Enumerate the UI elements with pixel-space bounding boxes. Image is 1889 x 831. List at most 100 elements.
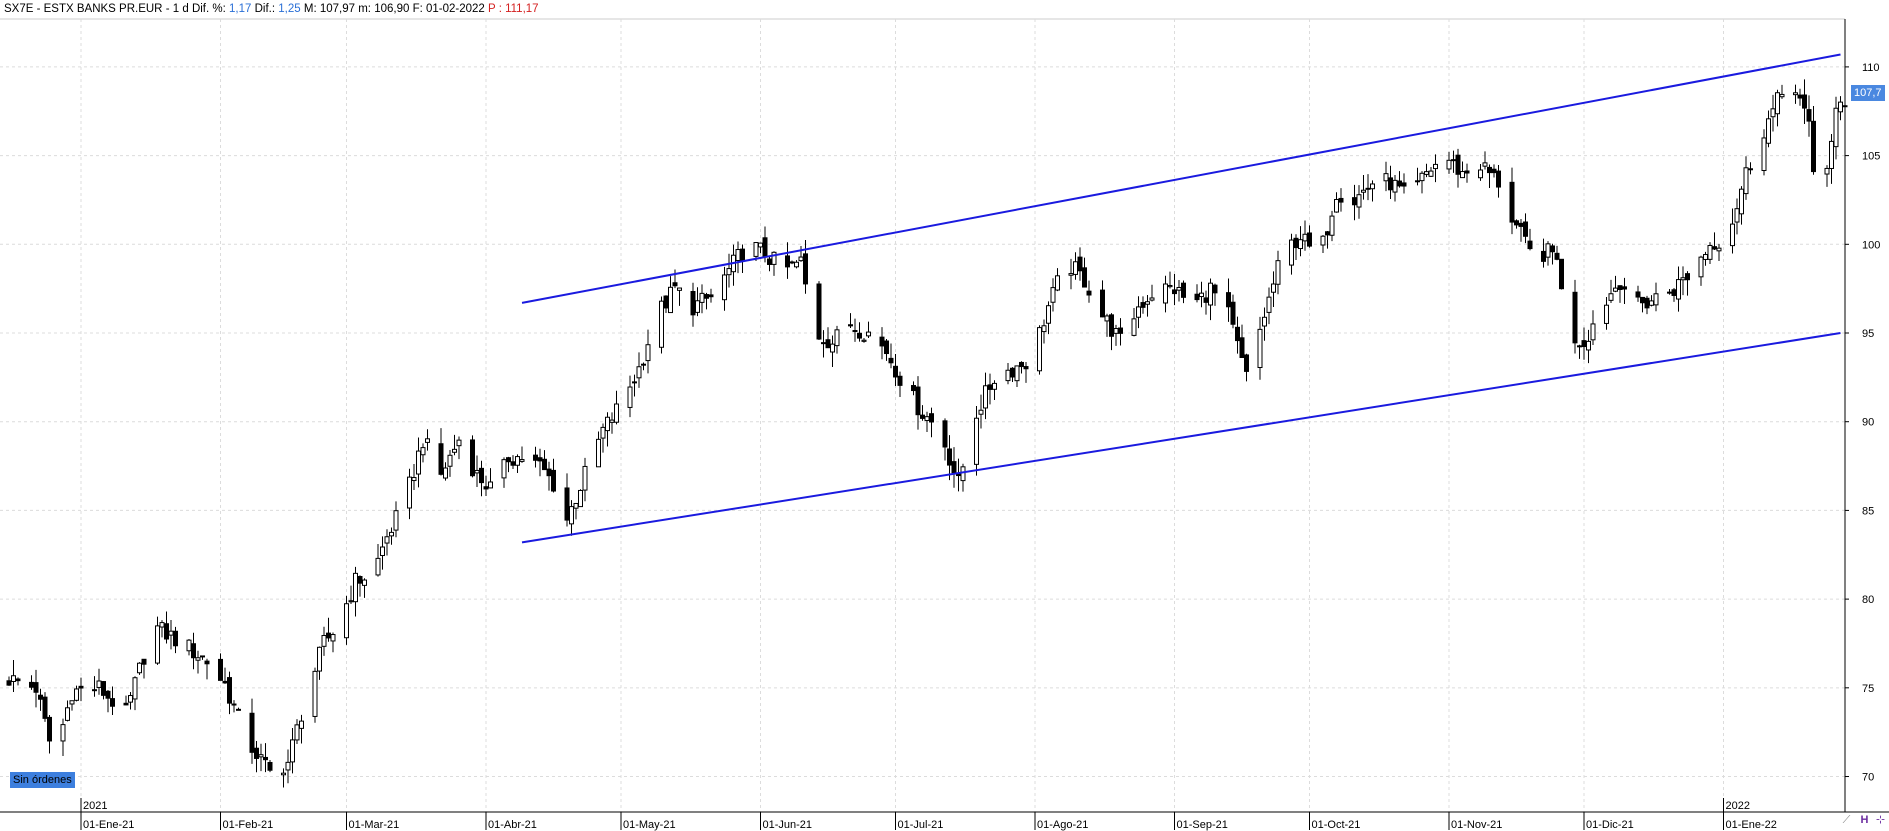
candle-down <box>357 576 363 584</box>
candle-up <box>425 438 430 443</box>
candle-up <box>789 261 795 264</box>
corner-toolbar: ⟋ H ⊹ <box>1838 811 1889 831</box>
candle-up <box>1055 275 1060 291</box>
candle-up <box>312 670 318 717</box>
candle-down <box>690 291 696 316</box>
candle-down <box>1086 290 1092 296</box>
candle-down <box>1010 367 1015 378</box>
candle-up <box>992 382 997 390</box>
candle-down <box>915 386 921 416</box>
candle-up <box>1428 170 1434 177</box>
candle-up <box>641 363 646 366</box>
x-tick-label: 01-Oct-21 <box>1312 819 1361 831</box>
chart-type-icon[interactable]: ⟋ <box>1842 814 1851 826</box>
candle-down <box>857 332 862 339</box>
candle-up <box>1590 323 1596 341</box>
candle-up <box>65 707 70 721</box>
candle-down <box>1388 177 1393 191</box>
candle-up <box>1005 369 1011 382</box>
candle-up <box>443 467 448 479</box>
candle-up <box>447 454 453 467</box>
candle-down <box>42 696 48 719</box>
candle-down <box>141 658 147 665</box>
candle-down <box>1496 170 1501 188</box>
candle-down <box>254 747 259 759</box>
candle-up <box>636 366 642 379</box>
candle-up <box>1824 167 1830 175</box>
candle-up <box>830 343 835 353</box>
candle-up <box>290 739 295 763</box>
candle-down <box>1019 361 1024 368</box>
candle-up <box>1446 159 1452 170</box>
candle-up <box>1176 286 1182 291</box>
candle-down <box>1023 366 1029 370</box>
candle-up <box>1365 187 1371 190</box>
candle-up <box>614 403 619 423</box>
candle-up <box>407 476 412 509</box>
orders-badge[interactable]: Sin órdenes <box>10 772 75 788</box>
candle-down <box>1806 109 1812 122</box>
channel-line-lower[interactable] <box>521 332 1841 544</box>
candle-down <box>848 324 853 327</box>
candle-down <box>1644 297 1650 309</box>
candle-down <box>929 413 934 423</box>
candle-down <box>101 681 106 696</box>
candle-up <box>317 646 322 672</box>
candle-down <box>1811 120 1816 173</box>
candle-up <box>1104 315 1110 322</box>
candle-up <box>1131 318 1137 336</box>
y-tick-label: 100 <box>1862 239 1880 251</box>
candle-down <box>542 458 547 471</box>
y-tick-label: 90 <box>1862 417 1874 429</box>
candle-up <box>1770 108 1776 118</box>
candle-down <box>1487 166 1492 174</box>
candle-up <box>69 700 75 705</box>
y-tick-label: 105 <box>1862 151 1880 163</box>
candle-down <box>222 680 228 684</box>
candle-up <box>1037 327 1042 372</box>
candle-up <box>258 754 264 758</box>
candle-up <box>735 249 741 262</box>
candle-down <box>267 761 273 771</box>
channel-lines[interactable] <box>521 53 1841 544</box>
candle-up <box>861 339 867 342</box>
y-axis: 70 75 80 85 90 95 100 105 110 <box>1844 19 1880 812</box>
candle-down <box>1550 245 1555 253</box>
y-tick-label: 110 <box>1862 62 1880 74</box>
candle-down <box>1671 289 1677 296</box>
candle-up <box>983 385 988 409</box>
candle-down <box>33 682 39 693</box>
candle-up <box>1793 92 1798 96</box>
candle-down <box>326 632 331 639</box>
min-value: m: 106,90 <box>358 3 410 15</box>
candle-down <box>546 468 552 477</box>
candle-up <box>1653 293 1659 306</box>
candle-down <box>708 294 714 298</box>
candle-up <box>573 502 579 509</box>
candle-down <box>533 454 538 461</box>
candle-down <box>1338 197 1344 203</box>
candle-up <box>677 287 682 291</box>
candle-down <box>1685 273 1690 281</box>
x-tick-label: 01-May-21 <box>623 819 676 831</box>
y-tick-label: 80 <box>1862 594 1874 606</box>
candle-down <box>1212 284 1218 294</box>
candle-up <box>420 447 426 456</box>
candle-up <box>794 261 799 268</box>
channel-line-upper[interactable] <box>521 53 1841 304</box>
candle-down <box>78 685 84 689</box>
crosshair-icon[interactable]: ⊹ <box>1875 814 1886 826</box>
grid <box>0 18 1845 812</box>
candle-down <box>893 365 898 378</box>
candle-up <box>852 330 858 333</box>
candle-down <box>1527 240 1533 250</box>
candle-up <box>1271 283 1276 293</box>
h-icon[interactable]: H <box>1860 814 1869 826</box>
candle-down <box>38 694 43 700</box>
max-value: M: 107,97 <box>303 3 356 15</box>
candle-up <box>726 268 732 276</box>
candle-up <box>1680 277 1686 281</box>
candle-up <box>1262 316 1267 327</box>
candle-up <box>1743 167 1749 195</box>
